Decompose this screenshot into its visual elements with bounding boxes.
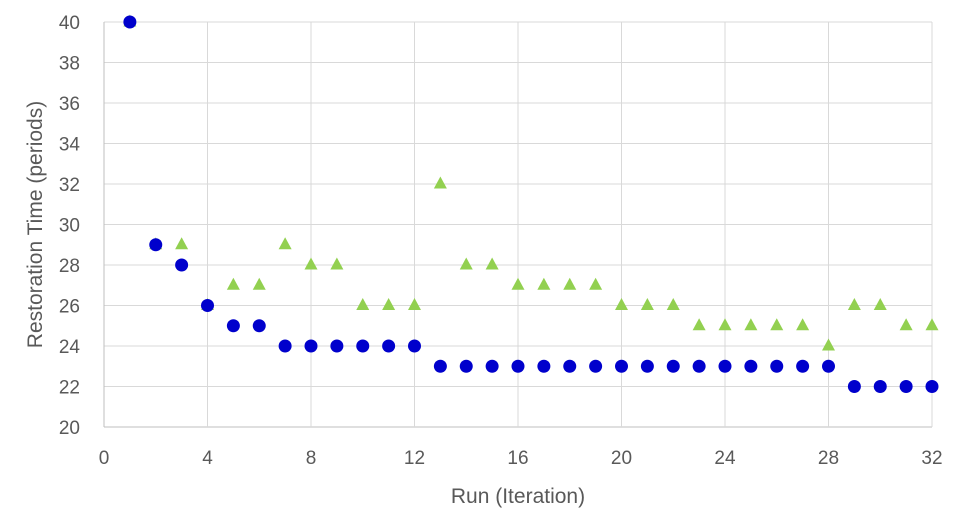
circle-point xyxy=(666,359,680,373)
circle-point xyxy=(615,359,628,373)
triangle-point xyxy=(925,318,939,331)
data-series xyxy=(123,14,939,393)
y-tick-label: 28 xyxy=(59,256,80,277)
circle-point xyxy=(485,359,499,373)
circle-point xyxy=(925,380,939,393)
y-tick-label: 40 xyxy=(59,13,80,34)
tick-labels: 20 22 24 26 28 30 32 34 36 38 40 0 4 8 12 16 20 24 28 32 xyxy=(59,13,943,469)
circle-point xyxy=(382,339,396,353)
circle-point xyxy=(149,238,163,252)
y-tick-label: 22 xyxy=(59,378,80,399)
triangle-point xyxy=(382,298,396,311)
triangle-point xyxy=(615,298,628,311)
circle-point xyxy=(459,359,473,373)
circle-point xyxy=(873,380,887,393)
y-tick-label: 20 xyxy=(59,418,80,439)
circle-point xyxy=(175,258,189,272)
circle-point xyxy=(718,359,732,373)
circle-point xyxy=(433,359,447,373)
circle-point xyxy=(822,359,835,373)
y-tick-label: 34 xyxy=(59,135,81,156)
triangle-point xyxy=(278,237,292,250)
circle-point xyxy=(123,15,137,29)
triangle-point xyxy=(459,257,473,270)
triangle-point xyxy=(537,277,551,290)
circle-point xyxy=(537,359,551,373)
y-tick-label: 24 xyxy=(59,337,81,358)
triangle-point xyxy=(899,318,913,331)
circle-point xyxy=(563,359,577,373)
circle-point xyxy=(252,319,266,333)
y-tick-label: 38 xyxy=(59,54,80,75)
circle-point xyxy=(744,359,758,373)
circle-point xyxy=(899,380,913,393)
triangle-point xyxy=(563,277,577,290)
x-tick-label: 28 xyxy=(818,448,839,469)
circle-point xyxy=(408,339,421,353)
triangle-point xyxy=(226,277,240,290)
triangle-point xyxy=(175,237,189,250)
y-tick-label: 32 xyxy=(59,175,80,196)
triangle-point xyxy=(304,257,318,270)
circle-point xyxy=(589,359,603,373)
x-tick-label: 4 xyxy=(202,448,213,469)
triangle-point xyxy=(718,318,732,331)
triangle-point xyxy=(822,338,835,351)
y-tick-label: 26 xyxy=(59,297,80,318)
circle-point xyxy=(330,339,344,353)
y-tick-label: 30 xyxy=(59,216,80,237)
x-tick-label: 24 xyxy=(714,448,736,469)
circle-point xyxy=(304,339,318,353)
gridlines xyxy=(103,21,933,428)
x-tick-label: 16 xyxy=(507,448,528,469)
triangle-point xyxy=(770,318,784,331)
series-1-circle-points xyxy=(123,15,939,393)
triangle-point xyxy=(485,257,499,270)
x-tick-label: 32 xyxy=(921,448,942,469)
triangle-point xyxy=(873,298,887,311)
triangle-point xyxy=(692,318,706,331)
x-axis-title: Run (Iteration) xyxy=(451,485,585,508)
triangle-point xyxy=(589,277,603,290)
y-axis-title: Restoration Time (periods) xyxy=(24,101,47,348)
circle-point xyxy=(796,359,810,373)
circle-point xyxy=(847,380,861,393)
series-0-triangle-points xyxy=(123,14,939,351)
triangle-point xyxy=(330,257,344,270)
circle-point xyxy=(770,359,784,373)
triangle-point xyxy=(796,318,810,331)
x-tick-label: 8 xyxy=(306,448,317,469)
triangle-point xyxy=(640,298,654,311)
circle-point xyxy=(278,339,292,353)
circle-point xyxy=(511,359,525,373)
triangle-point xyxy=(252,277,266,290)
circle-point xyxy=(201,299,214,312)
triangle-point xyxy=(666,298,680,311)
triangle-point xyxy=(847,298,861,311)
triangle-point xyxy=(356,298,370,311)
triangle-point xyxy=(744,318,758,331)
x-tick-label: 12 xyxy=(404,448,425,469)
y-tick-label: 36 xyxy=(59,94,80,115)
circle-point xyxy=(226,319,240,333)
triangle-point xyxy=(433,176,447,189)
triangle-point xyxy=(408,298,421,311)
x-tick-label: 0 xyxy=(99,448,110,469)
circle-point xyxy=(356,339,370,353)
circle-point xyxy=(640,359,654,373)
triangle-point xyxy=(511,277,525,290)
circle-point xyxy=(692,359,706,373)
x-tick-label: 20 xyxy=(611,448,632,469)
